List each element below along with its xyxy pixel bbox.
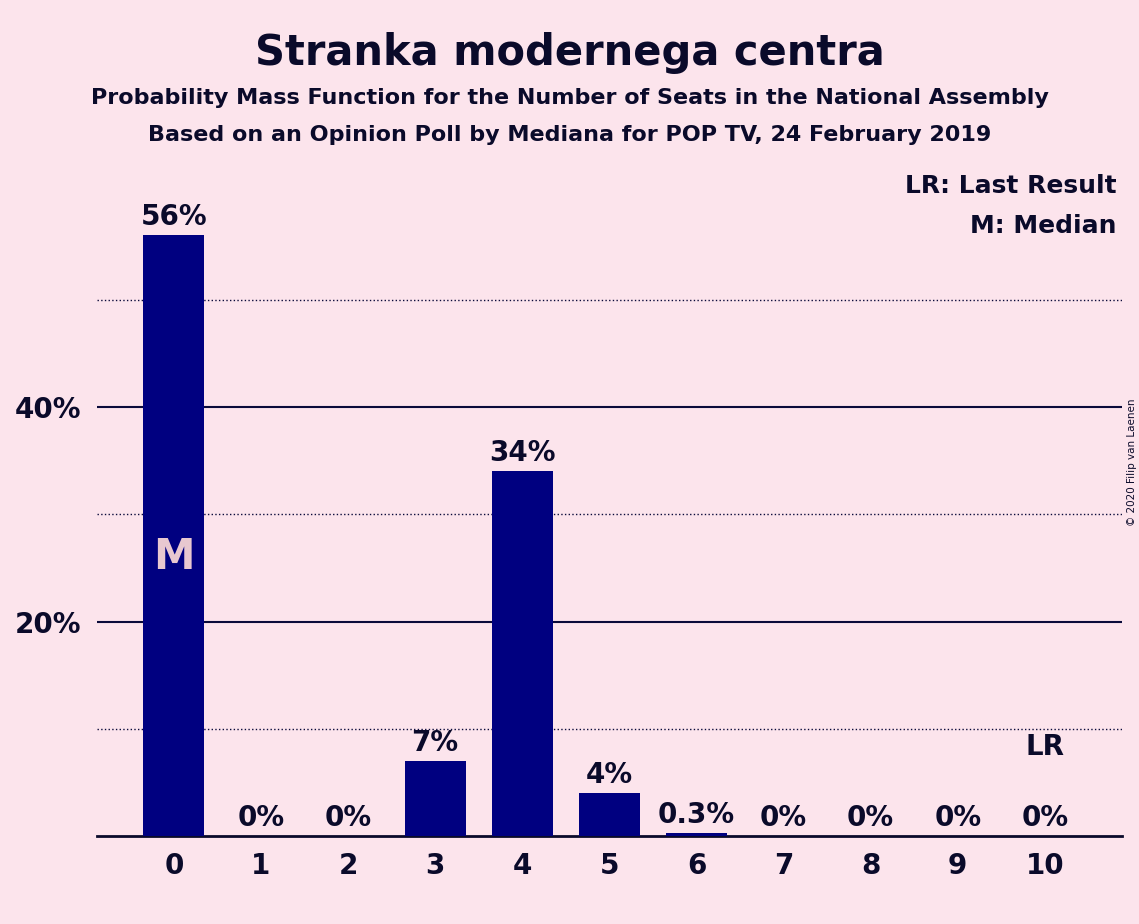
Bar — [492, 471, 552, 836]
Text: M: Median: M: Median — [970, 214, 1116, 238]
Text: 7%: 7% — [411, 729, 459, 757]
Text: 0%: 0% — [237, 804, 285, 832]
Text: 0%: 0% — [847, 804, 894, 832]
Text: 0%: 0% — [760, 804, 808, 832]
Text: Based on an Opinion Poll by Mediana for POP TV, 24 February 2019: Based on an Opinion Poll by Mediana for … — [148, 125, 991, 145]
Text: LR: LR — [1025, 733, 1064, 761]
Text: 34%: 34% — [489, 439, 556, 468]
Text: M: M — [153, 536, 195, 578]
Text: 0.3%: 0.3% — [658, 801, 735, 829]
Bar — [579, 794, 640, 836]
Bar — [404, 761, 466, 836]
Text: 0%: 0% — [934, 804, 982, 832]
Text: LR: Last Result: LR: Last Result — [906, 175, 1116, 199]
Bar — [666, 833, 727, 836]
Bar — [144, 236, 204, 836]
Text: 4%: 4% — [585, 761, 633, 789]
Text: Probability Mass Function for the Number of Seats in the National Assembly: Probability Mass Function for the Number… — [91, 88, 1048, 108]
Text: 0%: 0% — [1022, 804, 1068, 832]
Text: Stranka modernega centra: Stranka modernega centra — [255, 32, 884, 74]
Text: 56%: 56% — [140, 203, 207, 231]
Text: © 2020 Filip van Laenen: © 2020 Filip van Laenen — [1126, 398, 1137, 526]
Text: 0%: 0% — [325, 804, 371, 832]
